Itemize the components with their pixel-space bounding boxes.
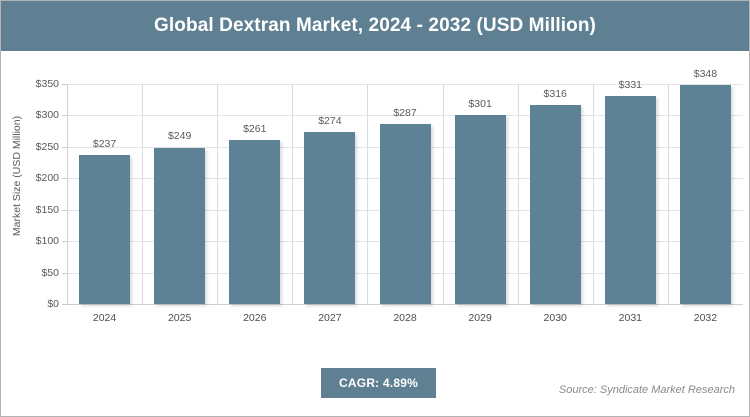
bar bbox=[229, 139, 281, 304]
y-tick-label: $100 bbox=[35, 235, 59, 248]
bar bbox=[304, 131, 356, 304]
y-tick-mark bbox=[62, 241, 67, 243]
y-tick-label: $150 bbox=[35, 203, 59, 216]
bar-value-label: $274 bbox=[318, 114, 342, 127]
x-axis-line bbox=[67, 304, 743, 305]
plot-area bbox=[67, 84, 743, 305]
gridline-vertical bbox=[367, 84, 368, 304]
chart-canvas: Market Size (USD Million) $0 $50 $100 $150 $… bbox=[1, 51, 749, 351]
cagr-badge: CAGR: 4.89% bbox=[321, 368, 436, 398]
gridline-vertical bbox=[217, 84, 218, 304]
x-tick-label: 2025 bbox=[167, 312, 192, 324]
x-tick-label: 2028 bbox=[393, 312, 417, 324]
y-tick-mark bbox=[62, 146, 67, 148]
gridline-vertical bbox=[292, 84, 293, 304]
y-tick-mark bbox=[62, 178, 67, 180]
y-tick-mark bbox=[62, 209, 67, 211]
bar-value-label: $316 bbox=[543, 88, 567, 101]
bar-value-label: $348 bbox=[693, 68, 718, 81]
gridline-vertical bbox=[668, 84, 669, 304]
x-tick-label: 2027 bbox=[318, 312, 342, 324]
y-tick-label: $50 bbox=[41, 266, 59, 279]
bar bbox=[454, 114, 506, 304]
bar-value-label: $237 bbox=[92, 138, 117, 151]
x-tick-label: 2030 bbox=[543, 312, 567, 324]
bar bbox=[529, 105, 581, 304]
y-tick-mark bbox=[62, 84, 67, 85]
bar bbox=[679, 85, 731, 304]
gridline-vertical bbox=[142, 84, 143, 304]
gridline-horizontal bbox=[67, 115, 743, 117]
page-title: Global Dextran Market, 2024 - 2032 (USD … bbox=[154, 15, 596, 36]
source-note: Source: Syndicate Market Research bbox=[558, 384, 735, 396]
y-tick-mark bbox=[62, 115, 67, 117]
y-tick-mark bbox=[62, 272, 67, 274]
gridline-vertical bbox=[518, 84, 519, 304]
bar-value-label: $331 bbox=[618, 78, 642, 91]
y-axis-line bbox=[67, 84, 68, 305]
cagr-badge-label: CAGR: 4.89% bbox=[339, 376, 418, 390]
bar bbox=[154, 147, 206, 304]
x-tick-label: 2029 bbox=[468, 312, 492, 324]
bar-value-label: $249 bbox=[167, 130, 192, 143]
x-tick-label: 2032 bbox=[693, 312, 718, 324]
bar-value-label: $261 bbox=[243, 122, 267, 135]
gridline-vertical bbox=[443, 84, 444, 304]
bar-value-label: $301 bbox=[468, 97, 492, 110]
x-tick-label: 2026 bbox=[243, 312, 267, 324]
x-tick-label: 2024 bbox=[92, 312, 117, 324]
gridline-horizontal bbox=[67, 84, 743, 85]
y-tick-mark bbox=[62, 304, 67, 305]
y-tick-label: $200 bbox=[35, 172, 59, 185]
x-tick-label: 2031 bbox=[618, 312, 642, 324]
y-tick-label: $300 bbox=[35, 109, 59, 122]
bar bbox=[379, 123, 431, 304]
y-tick-label: $250 bbox=[35, 140, 59, 153]
bar-value-label: $287 bbox=[393, 106, 417, 119]
bar bbox=[79, 155, 131, 304]
bar bbox=[604, 95, 656, 304]
chart-header-bar: Global Dextran Market, 2024 - 2032 (USD … bbox=[1, 1, 749, 51]
y-tick-label: $0 bbox=[47, 298, 59, 310]
y-tick-label: $350 bbox=[35, 78, 59, 90]
gridline-vertical bbox=[593, 84, 594, 304]
